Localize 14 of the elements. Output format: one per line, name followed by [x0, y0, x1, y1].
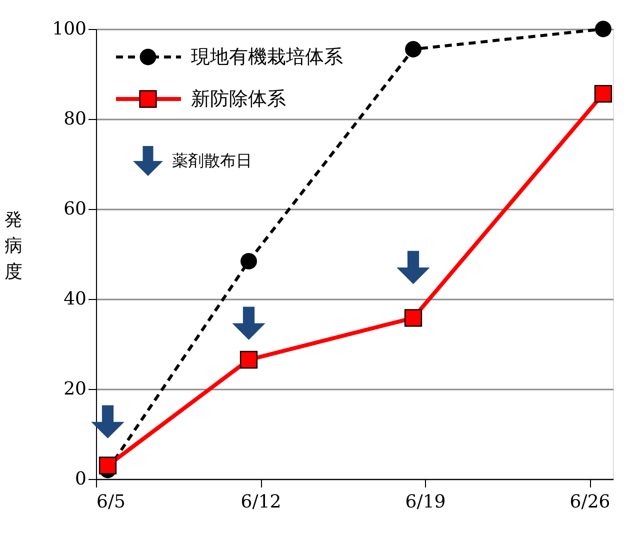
x-tick-label: 6/12: [240, 492, 282, 512]
y-tick-label: 80: [64, 108, 86, 130]
y-tick-label: 0: [75, 468, 86, 490]
y-tick-label: 40: [64, 288, 86, 310]
y-tick-label: 20: [64, 378, 86, 400]
legend-label: 新防除体系: [191, 88, 286, 110]
x-tick-label: 6/26: [570, 492, 610, 512]
y-axis-title: 発病度: [4, 210, 22, 282]
legend-label: 薬剤散布日: [172, 151, 252, 170]
legend-label: 現地有機栽培体系: [191, 46, 343, 68]
y-tick-label: 100: [52, 18, 86, 40]
x-tick-label: 6/5: [96, 492, 126, 512]
x-tick-label: 6/19: [405, 492, 446, 512]
y-tick-label: 60: [64, 198, 86, 220]
